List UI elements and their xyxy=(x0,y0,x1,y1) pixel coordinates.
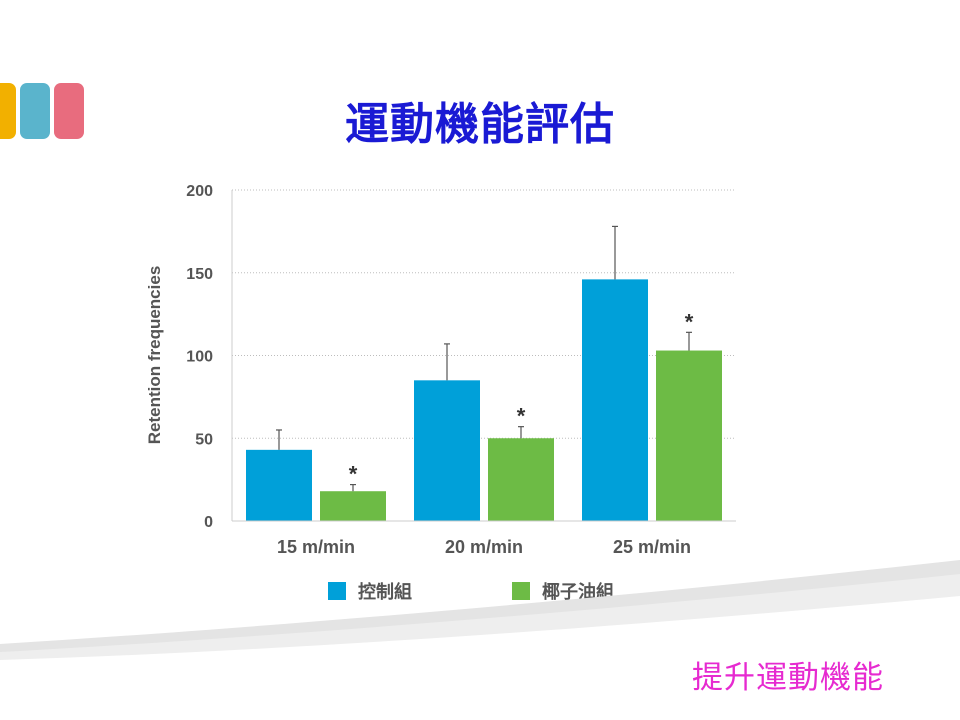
bar-s1-c2 xyxy=(656,350,722,521)
slide-title: 運動機能評估 xyxy=(345,99,615,150)
y-tick-labels: 0 50 100 150 200 xyxy=(186,183,213,531)
bars xyxy=(246,279,722,521)
y-tick-label-50: 50 xyxy=(195,431,213,448)
category-labels: 15 m/min 20 m/min 25 m/min xyxy=(277,537,691,557)
legend-item-control: 控制組 xyxy=(328,578,412,604)
legend-label-control: 控制組 xyxy=(358,582,412,603)
decor-block-orange xyxy=(0,83,16,139)
significance-star-2: * xyxy=(685,309,694,334)
bar-s0-c1 xyxy=(414,380,480,521)
bar-s0-c2 xyxy=(582,279,648,521)
bar-s1-c0 xyxy=(320,491,386,521)
y-tick-label-200: 200 xyxy=(186,183,213,200)
decor-block-pink xyxy=(54,83,84,139)
x-category-label-0: 15 m/min xyxy=(277,537,355,557)
error-bars xyxy=(276,225,692,492)
legend: 控制組 椰子油組 xyxy=(0,578,960,604)
legend-swatch-control xyxy=(328,582,346,600)
footer-text: 提升運動機能 xyxy=(692,660,884,696)
significance-star-1: * xyxy=(517,404,526,429)
y-tick-label-0: 0 xyxy=(204,514,213,531)
y-tick-label-150: 150 xyxy=(186,266,213,283)
legend-swatch-coconut xyxy=(512,582,530,600)
x-category-label-2: 25 m/min xyxy=(613,537,691,557)
decor-block-blue xyxy=(20,83,50,139)
x-category-label-1: 20 m/min xyxy=(445,537,523,557)
significance-star-0: * xyxy=(349,462,358,487)
grid-lines xyxy=(232,189,736,439)
decor-wave xyxy=(0,560,960,720)
y-axis-label: Retention frequencies xyxy=(145,266,164,445)
significance-markers: * * * xyxy=(349,309,694,486)
bar-s1-c1 xyxy=(488,438,554,521)
y-tick-label-100: 100 xyxy=(186,349,213,366)
bar-s0-c0 xyxy=(246,449,312,521)
